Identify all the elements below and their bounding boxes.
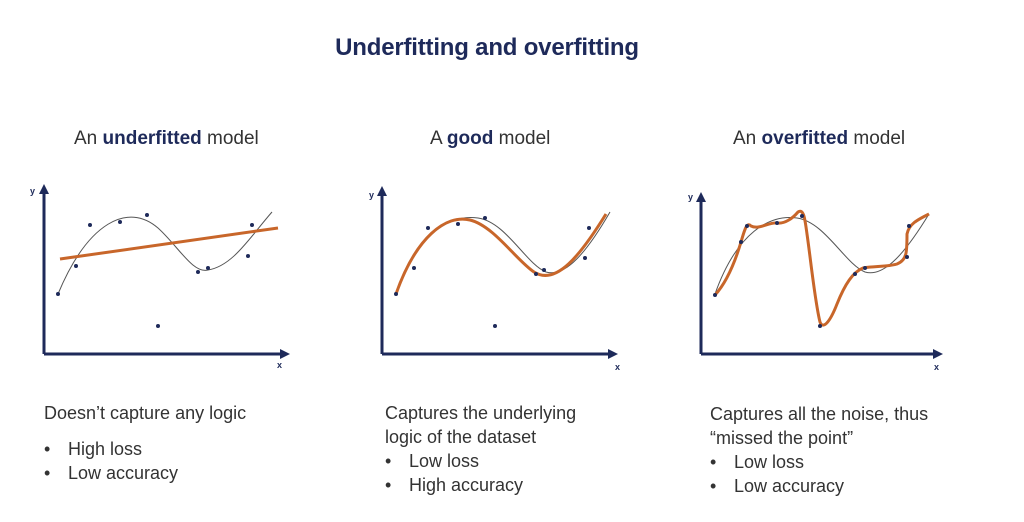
- overfitted-description: Captures all the noise, thus “missed the…: [710, 402, 928, 498]
- data-point: [775, 221, 779, 225]
- axis-label-x: x: [277, 360, 282, 370]
- axis-label-y: y: [369, 190, 374, 200]
- panel-title-good: A good model: [430, 128, 551, 149]
- metric-accuracy: High accuracy: [385, 473, 576, 497]
- data-point: [145, 213, 149, 217]
- panel-title-overfitted: An overfitted model: [733, 128, 906, 149]
- data-point: [206, 266, 210, 270]
- data-point: [493, 324, 497, 328]
- underfitted-description: Doesn’t capture any logic High loss Low …: [44, 401, 246, 485]
- data-point: [196, 270, 200, 274]
- slide-title: Underfitting and overfitting: [335, 34, 639, 61]
- axes: [39, 184, 290, 359]
- metrics-list: Low loss Low accuracy: [710, 450, 928, 498]
- true-function-curve: [57, 211, 273, 295]
- axis-label-x: x: [615, 362, 620, 372]
- description-line: “missed the point”: [710, 428, 854, 448]
- overfitted-plot: y x: [688, 192, 943, 372]
- panel-title-underfitted: An underfitted model: [74, 128, 259, 149]
- fitted-curve: [394, 213, 608, 295]
- metrics-list: Low loss High accuracy: [385, 449, 576, 497]
- data-point: [534, 272, 538, 276]
- data-point: [745, 224, 749, 228]
- data-point: [156, 324, 160, 328]
- metric-accuracy: Low accuracy: [710, 474, 928, 498]
- metric-loss: High loss: [44, 437, 246, 461]
- data-point: [483, 216, 487, 220]
- description-line: logic of the dataset: [385, 427, 537, 447]
- description-line: Doesn’t capture any logic: [44, 403, 247, 423]
- metric-loss: Low loss: [710, 450, 928, 474]
- axes: [696, 192, 943, 359]
- data-point: [246, 254, 250, 258]
- axes: [377, 186, 618, 359]
- fitted-curve: [713, 209, 930, 327]
- axis-label-x: x: [934, 362, 939, 372]
- data-point: [250, 223, 254, 227]
- data-point: [905, 255, 909, 259]
- data-point: [542, 268, 546, 272]
- data-point: [739, 240, 743, 244]
- data-point: [394, 292, 398, 296]
- data-point: [907, 224, 911, 228]
- data-point: [863, 266, 867, 270]
- data-point: [853, 272, 857, 276]
- panel-title-emphasis: overfitted: [761, 128, 849, 149]
- data-point: [88, 223, 92, 227]
- panel-title-emphasis: good: [446, 128, 494, 149]
- metrics-list: High loss Low accuracy: [44, 437, 246, 485]
- data-point: [713, 293, 717, 297]
- fitted-line: [59, 226, 279, 261]
- data-points: [56, 213, 254, 328]
- data-point: [426, 226, 430, 230]
- true-function-curve: [714, 213, 930, 295]
- data-point: [456, 222, 460, 226]
- panel-title-emphasis: underfitted: [102, 128, 202, 149]
- good-plot: y x: [369, 186, 620, 372]
- axis-label-y: y: [30, 186, 35, 196]
- data-point: [74, 264, 78, 268]
- data-point: [800, 214, 804, 218]
- metric-accuracy: Low accuracy: [44, 461, 246, 485]
- data-point: [587, 226, 591, 230]
- metric-loss: Low loss: [385, 449, 576, 473]
- description-line: Captures all the noise, thus: [710, 404, 929, 424]
- data-point: [56, 292, 60, 296]
- data-point: [412, 266, 416, 270]
- data-point: [583, 256, 587, 260]
- data-point: [818, 324, 822, 328]
- description-line: Captures the underlying: [385, 403, 577, 423]
- axis-label-y: y: [688, 192, 693, 202]
- underfitted-plot: y x: [30, 184, 290, 370]
- good-description: Captures the underlying logic of the dat…: [385, 401, 576, 497]
- data-points: [394, 216, 591, 328]
- data-points: [713, 214, 911, 328]
- data-point: [118, 220, 122, 224]
